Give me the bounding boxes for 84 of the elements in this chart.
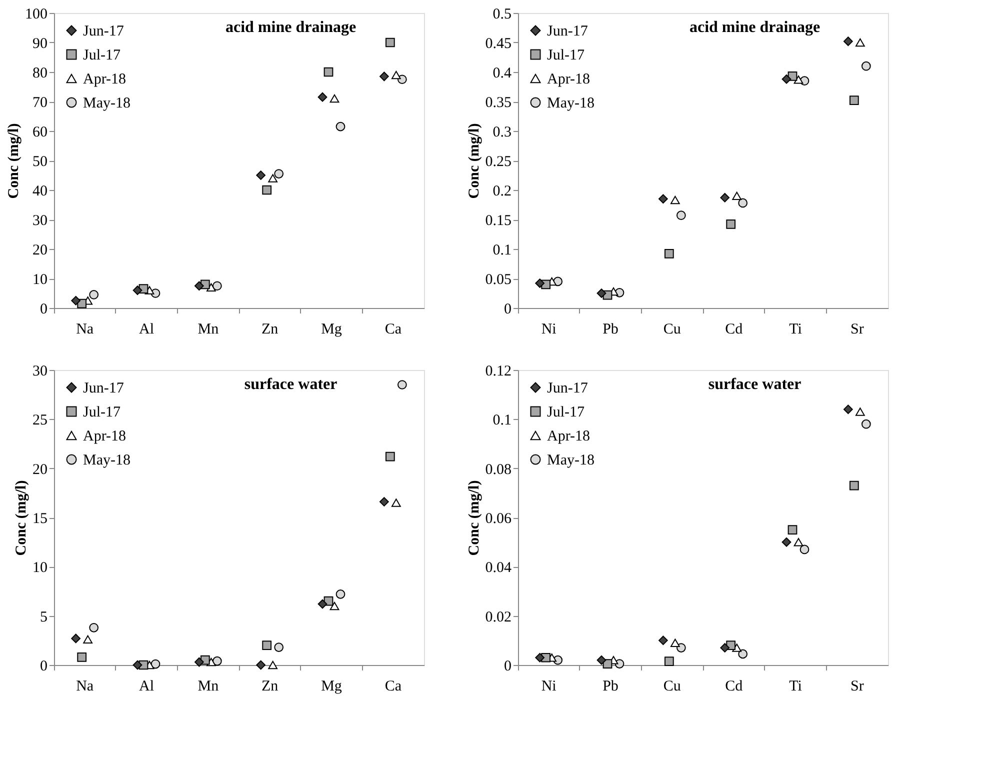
y-axis-title: Conc (mg/l): [466, 123, 482, 199]
y-tick-label: 80: [32, 66, 48, 82]
x-tick-label: Na: [76, 678, 94, 694]
legend-label: Jul-17: [547, 48, 585, 64]
y-axis-title: Conc (mg/l): [6, 123, 22, 199]
y-tick-label: 0: [40, 302, 48, 318]
x-tick-label: Cu: [663, 322, 682, 338]
legend-label: Apr-18: [547, 428, 590, 444]
legend-label: Jun-17: [83, 380, 124, 396]
legend-label: Apr-18: [83, 72, 126, 88]
y-tick-label: 20: [32, 462, 48, 478]
y-tick-label: 0: [40, 658, 48, 674]
legend-label: May-18: [83, 452, 130, 468]
y-tick-label: 0.1: [492, 242, 512, 258]
x-tick-label: Ca: [384, 322, 402, 338]
y-tick-label: 0.3: [492, 124, 512, 140]
y-tick-label: 10: [32, 560, 48, 576]
x-tick-label: Pb: [602, 322, 618, 338]
y-tick-label: 0: [504, 302, 512, 318]
y-tick-label: 30: [32, 213, 48, 229]
y-tick-label: 20: [32, 242, 48, 258]
y-axis-title: Conc (mg/l): [14, 480, 30, 556]
legend-label: Jun-17: [547, 24, 588, 40]
x-tick-label: Sr: [850, 678, 864, 694]
x-tick-label: Mg: [321, 322, 342, 338]
legend-label: Jun-17: [83, 24, 124, 40]
y-tick-label: 0.02: [485, 609, 512, 626]
y-tick-label: 50: [32, 154, 48, 170]
y-tick-label: 10: [32, 272, 48, 288]
y-axis-title: Conc (mg/l): [466, 480, 482, 556]
legend-label: Jun-17: [547, 380, 588, 396]
x-tick-label: Al: [139, 678, 154, 694]
x-tick-label: Ni: [541, 678, 556, 694]
x-tick-label: Al: [139, 322, 154, 338]
chart-title: surface water: [244, 376, 338, 393]
y-tick-label: 0.2: [492, 184, 512, 200]
legend-label: Jul-17: [547, 404, 585, 420]
y-tick-label: 0.5: [492, 6, 512, 22]
x-tick-label: Mg: [321, 678, 342, 694]
legend-label: Jul-17: [83, 48, 121, 64]
y-tick-label: 0.12: [485, 364, 512, 380]
x-tick-label: Zn: [261, 322, 279, 338]
x-tick-label: Ni: [541, 322, 556, 338]
x-tick-label: Cd: [725, 322, 744, 338]
x-tick-label: Cd: [725, 678, 744, 694]
legend-label: May-18: [547, 452, 594, 468]
x-tick-label: Ca: [384, 678, 402, 694]
y-tick-label: 0: [504, 658, 512, 674]
x-tick-label: Mn: [198, 322, 220, 338]
y-tick-label: 90: [32, 36, 48, 52]
x-tick-label: Na: [76, 322, 94, 338]
chart-title: acid mine drainage: [225, 19, 356, 36]
y-tick-label: 0.08: [485, 462, 512, 478]
y-tick-label: 0.04: [485, 560, 512, 576]
x-tick-label: Cu: [663, 678, 682, 694]
y-tick-label: 5: [40, 609, 48, 626]
y-tick-label: 0.45: [485, 36, 512, 52]
y-tick-label: 0.06: [485, 511, 512, 527]
y-tick-label: 0.25: [485, 154, 512, 170]
legend-label: Apr-18: [83, 428, 126, 444]
x-tick-label: Zn: [261, 678, 279, 694]
y-tick-label: 70: [32, 95, 48, 111]
chart-title: surface water: [708, 376, 802, 393]
y-tick-label: 0.1: [492, 412, 512, 429]
y-tick-label: 100: [25, 6, 48, 22]
x-tick-label: Sr: [850, 322, 864, 338]
legend-label: Apr-18: [547, 72, 590, 88]
y-tick-label: 40: [32, 184, 48, 200]
legend-label: Jul-17: [83, 404, 121, 420]
x-tick-label: Mn: [198, 678, 220, 694]
x-tick-label: Pb: [602, 678, 618, 694]
chart-title: acid mine drainage: [689, 19, 820, 36]
y-tick-label: 0.35: [485, 95, 512, 111]
y-tick-label: 30: [32, 364, 48, 380]
y-tick-label: 25: [32, 412, 48, 429]
y-tick-label: 0.4: [492, 66, 512, 82]
x-tick-label: Ti: [789, 678, 802, 694]
y-tick-label: 0.15: [485, 213, 512, 229]
legend-label: May-18: [83, 96, 130, 112]
y-tick-label: 60: [32, 124, 48, 140]
y-tick-label: 15: [32, 511, 48, 527]
legend-label: May-18: [547, 96, 594, 112]
x-tick-label: Ti: [789, 322, 802, 338]
y-tick-label: 0.05: [485, 272, 512, 288]
